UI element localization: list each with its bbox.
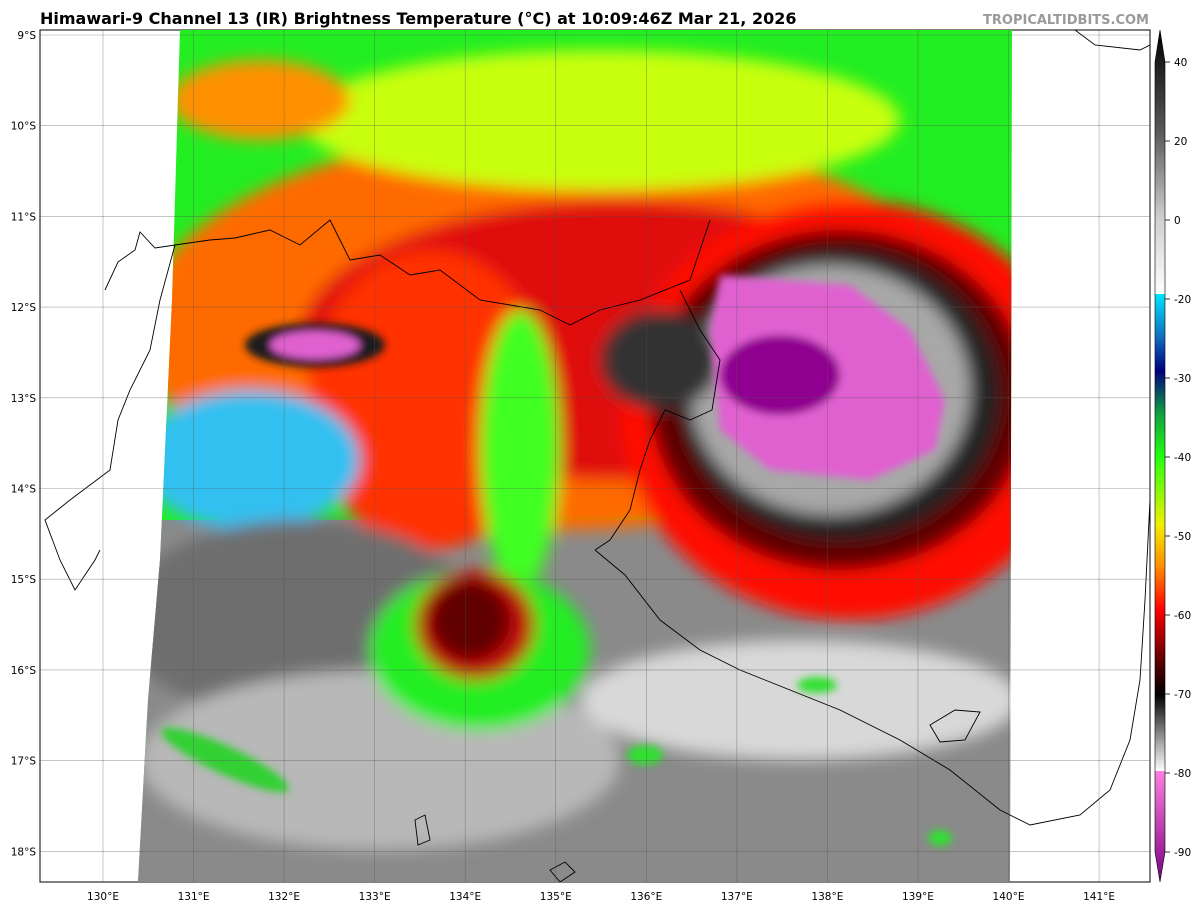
longitude-label: 139°E <box>902 891 934 903</box>
latitude-label: 16°S <box>11 665 37 677</box>
longitude-label: 140°E <box>993 891 1025 903</box>
longitude-label: 134°E <box>449 891 481 903</box>
watermark: TROPICALTIDBITS.COM <box>983 13 1149 28</box>
latitude-label: 11°S <box>11 211 37 223</box>
latitude-label: 15°S <box>11 574 37 586</box>
colorbar-tick-label: -60 <box>1174 610 1191 622</box>
colorbar-tick-label: 20 <box>1174 136 1187 148</box>
colorbar-tick-label: -40 <box>1174 452 1191 464</box>
latitude-label: 10°S <box>11 121 37 133</box>
map-title: Himawari-9 Channel 13 (IR) Brightness Te… <box>40 9 796 28</box>
longitude-label: 132°E <box>268 891 300 903</box>
longitude-label: 133°E <box>359 891 391 903</box>
latitude-label: 18°S <box>11 846 37 858</box>
colorbar-tick-label: -90 <box>1174 847 1191 859</box>
longitude-label: 135°E <box>540 891 572 903</box>
graticule <box>40 30 1150 882</box>
longitude-label: 131°E <box>178 891 210 903</box>
colorbar-tick-label: 40 <box>1174 57 1187 69</box>
colorbar-scale <box>1154 29 1166 883</box>
colorbar <box>1154 29 1166 883</box>
longitude-label: 138°E <box>811 891 843 903</box>
colorbar-tick-label: -50 <box>1174 531 1191 543</box>
satellite-imagery <box>138 30 1012 882</box>
colorbar-tick-label: -80 <box>1174 768 1191 780</box>
colorbar-tick-label: -30 <box>1174 373 1191 385</box>
latitude-label: 17°S <box>11 756 37 768</box>
longitude-label: 141°E <box>1083 891 1115 903</box>
longitude-label: 136°E <box>630 891 662 903</box>
coastlines <box>44 30 1150 882</box>
latitude-label: 9°S <box>17 30 36 42</box>
colorbar-tick-label: -20 <box>1174 294 1191 306</box>
latitude-label: 14°S <box>11 484 37 496</box>
colorbar-tick-label: -70 <box>1174 689 1191 701</box>
latitude-label: 12°S <box>11 302 37 314</box>
colorbar-tick-label: 0 <box>1174 215 1181 227</box>
latitude-label: 13°S <box>11 393 37 405</box>
longitude-label: 137°E <box>721 891 753 903</box>
longitude-label: 130°E <box>87 891 119 903</box>
